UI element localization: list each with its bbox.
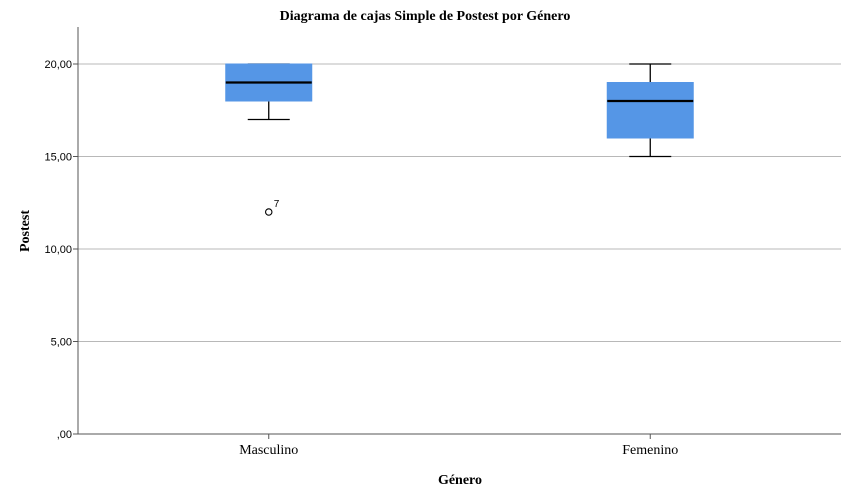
- y-tick-label: 15,00: [44, 152, 72, 164]
- y-tick-label: 20,00: [44, 59, 72, 71]
- y-axis-title: Postest: [18, 210, 33, 252]
- y-tick-label: ,00: [57, 429, 72, 441]
- chart-title: Diagrama de cajas Simple de Postest por …: [280, 9, 571, 24]
- x-axis-title: Género: [438, 473, 482, 488]
- box-series: 7: [225, 63, 694, 216]
- grid-lines: [73, 63, 841, 435]
- box-femenino: [606, 63, 694, 158]
- y-tick-label: 5,00: [51, 337, 72, 349]
- y-tick-labels: ,00 5,00 10,00 15,00 20,00: [44, 59, 72, 441]
- box-masculino: 7: [225, 63, 313, 216]
- iqr-box: [606, 82, 694, 139]
- y-tick-label: 10,00: [44, 244, 72, 256]
- x-tick-label: Femenino: [622, 443, 678, 458]
- outlier-label: 7: [274, 199, 280, 210]
- x-tick-labels: Masculino Femenino: [239, 434, 678, 458]
- x-tick-label: Masculino: [239, 443, 298, 458]
- outlier-point: [264, 208, 273, 216]
